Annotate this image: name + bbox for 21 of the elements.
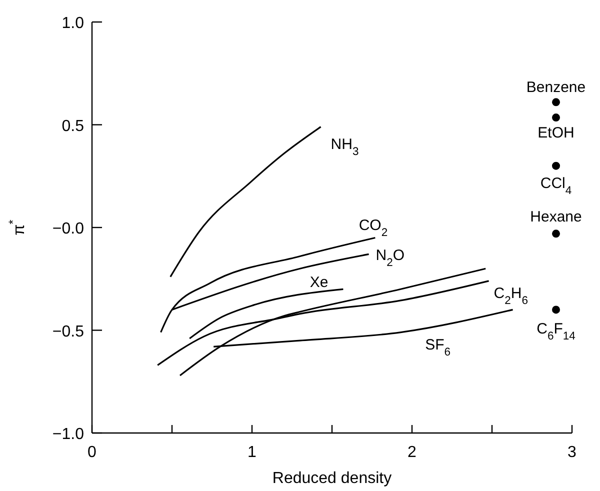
series-label: Xe xyxy=(310,274,328,292)
x-tick-label: 0 xyxy=(88,444,97,461)
series-label: CO$_{2}$ xyxy=(358,216,388,239)
x-tick-label: 2 xyxy=(408,444,417,461)
y-tick-label: −1.0 xyxy=(52,426,84,443)
series-label: Hexane xyxy=(530,208,582,226)
y-tick-label: −0.5 xyxy=(52,323,84,340)
series-label: EtOH xyxy=(538,124,574,142)
series-label: CCl$_{4}$ xyxy=(540,174,572,197)
series-label: C$_{2}$H$_{6}$ xyxy=(494,284,528,307)
x-tick-label: 1 xyxy=(248,444,257,461)
y-tick-label: 1.0 xyxy=(62,15,84,32)
x-axis-title: Reduced density xyxy=(272,470,392,487)
series-label: N$_{2}$O xyxy=(376,247,405,270)
y-tick-label: −0.0 xyxy=(52,220,84,238)
series-label: SF$_{6}$ xyxy=(425,336,451,359)
series-label: Benzene xyxy=(526,79,586,96)
x-tick-label: 3 xyxy=(568,444,577,461)
y-tick-label: 0.5 xyxy=(62,118,84,135)
series-label: NH$_{3}$ xyxy=(330,136,359,158)
series-label: C$_{6}$F$_{14}$ xyxy=(536,320,576,343)
